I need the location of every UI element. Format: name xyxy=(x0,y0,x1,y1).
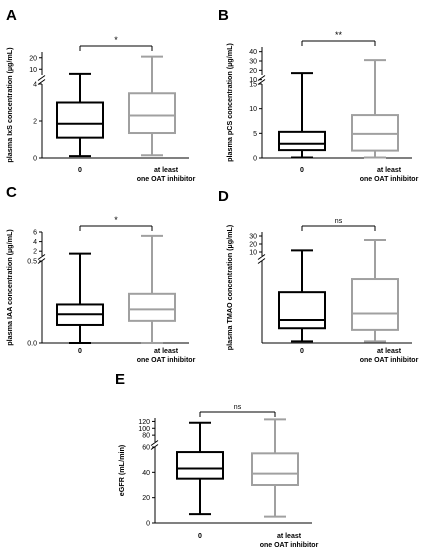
x-category-label: at least one OAT inhibitor xyxy=(360,348,419,364)
y-tick-label: 0.0 xyxy=(27,341,37,348)
panel-label: E xyxy=(115,371,125,388)
box-plot-group-0 xyxy=(278,72,326,159)
y-tick-label: 40 xyxy=(249,49,257,56)
y-axis-label: plasma IAA concentration (µg/mL) xyxy=(5,229,14,346)
x-category-label: 0 xyxy=(300,348,304,355)
y-tick-label: 30 xyxy=(249,234,257,241)
y-tick-label: 0 xyxy=(33,156,37,163)
box-plot-group-1 xyxy=(128,55,176,157)
y-tick-label: 0.5 xyxy=(27,259,37,266)
y-tick-label: 0 xyxy=(253,156,257,163)
panel-label: B xyxy=(218,7,229,24)
significance-label: ns xyxy=(234,404,242,411)
box-iqr xyxy=(176,451,224,480)
x-category-label: 0 xyxy=(300,167,304,174)
box-iqr xyxy=(128,292,176,322)
y-tick-label: 60 xyxy=(142,445,150,452)
y-axis-label: plasma pCS concentration (µg/mL) xyxy=(225,43,234,162)
y-tick-label: 10 xyxy=(249,250,257,257)
y-tick-label: 10 xyxy=(29,67,37,74)
y-tick-label: 0 xyxy=(146,521,150,528)
panel-label: D xyxy=(218,188,229,205)
axis-break-mark xyxy=(37,254,46,260)
box-iqr xyxy=(278,291,326,330)
panel-a: A 0 2 4 10 20 plasma IxS concentration (µg/mL)… xyxy=(5,7,196,183)
axis-break-mark xyxy=(257,258,266,264)
y-tick-label: 20 xyxy=(29,55,37,62)
box-iqr xyxy=(56,101,104,139)
y-tick-label: 30 xyxy=(249,59,257,66)
y-tick-label: 10 xyxy=(249,77,257,84)
box-iqr xyxy=(278,130,326,152)
y-tick-label: 15 xyxy=(249,82,257,89)
y-axis-label: plasma TMAO concentration (µg/mL) xyxy=(225,224,234,350)
box-plot-group-0 xyxy=(56,252,104,344)
x-category-label: 0 xyxy=(78,348,82,355)
y-axis-label: eGFR (mL/min) xyxy=(117,444,126,496)
y-tick-label: 6 xyxy=(33,230,37,237)
box-plot-group-1 xyxy=(351,59,399,159)
y-tick-label: 120 xyxy=(138,419,150,426)
x-category-label: at least one OAT inhibitor xyxy=(137,167,196,183)
y-tick-label: 20 xyxy=(142,495,150,502)
x-category-label: at least one OAT inhibitor xyxy=(360,167,419,183)
box-plot-group-0 xyxy=(278,249,326,343)
significance-label: ** xyxy=(335,30,343,40)
axis-break-mark xyxy=(150,440,159,446)
x-category-label: 0 xyxy=(198,533,202,540)
y-tick-label: 2 xyxy=(33,249,37,256)
panel-label: A xyxy=(6,7,17,24)
x-category-label: at least one OAT inhibitor xyxy=(260,533,319,549)
panel-label: C xyxy=(6,184,17,201)
significance-label: * xyxy=(114,35,118,45)
axis-break-mark xyxy=(37,75,46,81)
x-category-label: 0 xyxy=(78,167,82,174)
y-tick-label: 5 xyxy=(253,131,257,138)
box-iqr xyxy=(351,278,399,331)
significance-label: ns xyxy=(335,218,343,225)
box-iqr xyxy=(128,92,176,135)
y-tick-label: 4 xyxy=(33,82,37,89)
box-plot-group-1 xyxy=(128,234,176,344)
panel-c: C 0.0 0.5 2 4 6 plasma IAA concentration (µg/m… xyxy=(5,184,196,364)
significance-label: * xyxy=(114,215,118,225)
box-plot-group-1 xyxy=(351,239,399,343)
y-axis-label: plasma IxS concentration (µg/mL) xyxy=(5,47,14,163)
y-tick-label: 4 xyxy=(33,239,37,246)
axis-break-mark xyxy=(257,254,266,260)
box-plot-group-0 xyxy=(176,421,224,516)
y-tick-label: 2 xyxy=(33,119,37,126)
y-tick-label: 40 xyxy=(142,470,150,477)
box-plot-group-1 xyxy=(251,418,299,518)
y-tick-label: 10 xyxy=(249,106,257,113)
box-plot-group-0 xyxy=(56,72,104,158)
y-tick-label: 80 xyxy=(142,433,150,440)
x-category-label: at least one OAT inhibitor xyxy=(137,348,196,364)
y-tick-label: 20 xyxy=(249,242,257,249)
y-tick-label: 20 xyxy=(249,68,257,75)
box-iqr xyxy=(251,452,299,487)
y-tick-label: 100 xyxy=(138,426,150,433)
